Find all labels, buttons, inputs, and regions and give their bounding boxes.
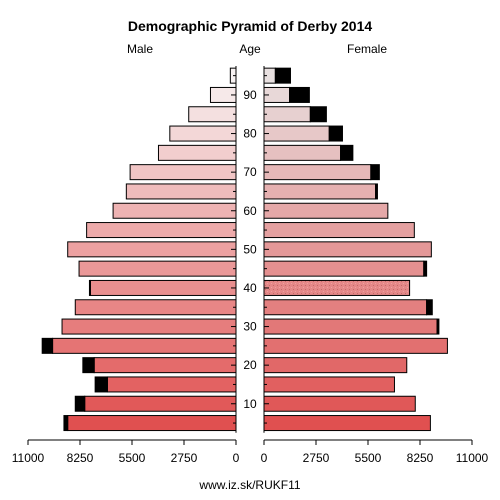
male-bars [41, 67, 237, 432]
age-tick-label-70: 70 [243, 165, 257, 179]
male-label: Male [127, 42, 153, 56]
chart-title: Demographic Pyramid of Derby 2014 [128, 18, 373, 34]
female-excess-40-44 [423, 260, 428, 277]
female-x-tick-label-0: 0 [261, 451, 268, 465]
male-bar-60-64 [125, 183, 237, 200]
female-excess-85-89 [289, 86, 310, 103]
age-label: Age [239, 42, 261, 56]
female-bar-35-39 [263, 279, 411, 296]
female-bars [263, 67, 448, 432]
male-bar-15-19 [93, 357, 237, 374]
female-bar-5-9 [263, 395, 416, 412]
male-excess-0-4 [63, 415, 69, 432]
female-excess-80-84 [309, 106, 327, 123]
male-excess-5-9 [74, 395, 86, 412]
age-tick-label-30: 30 [243, 320, 257, 334]
age-tick-label-40: 40 [243, 281, 257, 295]
female-x-tick-label-1: 2750 [303, 451, 330, 465]
female-bar-60-64 [263, 183, 377, 200]
female-bar-25-29 [263, 318, 438, 335]
age-axis: 10 20 30 40 50 60 70 80 90 [231, 66, 269, 433]
male-bar-65-69 [129, 164, 237, 181]
age-tick-label-90: 90 [243, 88, 257, 102]
male-bar-35-39 [89, 279, 237, 296]
female-excess-90+ [274, 67, 291, 84]
male-excess-10-14 [94, 376, 108, 393]
male-bar-75-79 [169, 125, 237, 142]
female-bar-50-54 [263, 222, 415, 239]
female-excess-70-74 [340, 144, 354, 161]
female-bar-0-4 [263, 415, 431, 432]
female-bar-10-14 [263, 376, 395, 393]
female-x-tick-label-3: 8250 [407, 451, 434, 465]
male-excess-20-24 [41, 337, 54, 354]
male-bar-10-14 [106, 376, 237, 393]
female-bar-80-84 [263, 106, 311, 123]
female-label: Female [347, 42, 387, 56]
male-x-tick-label-1: 8250 [67, 451, 94, 465]
female-bar-40-44 [263, 260, 425, 277]
source-footer: www.iz.sk/RUKF11 [198, 478, 300, 492]
female-bar-30-34 [263, 299, 428, 316]
male-bar-25-29 [61, 318, 237, 335]
female-bar-20-24 [263, 337, 448, 354]
age-tick-label-10: 10 [243, 397, 257, 411]
male-bar-50-54 [86, 222, 237, 239]
x-axes: 11000 8250 5500 2750 0 0 2750 5500 8250 11000 [12, 439, 489, 465]
female-excess-65-69 [370, 164, 380, 181]
age-tick-label-80: 80 [243, 127, 257, 141]
male-excess-15-19 [82, 357, 95, 374]
female-bar-55-59 [263, 202, 389, 219]
male-bar-55-59 [112, 202, 237, 219]
female-excess-25-29 [436, 318, 440, 335]
male-bar-40-44 [78, 260, 237, 277]
male-bar-70-74 [157, 144, 237, 161]
female-bar-15-19 [263, 357, 408, 374]
female-excess-75-79 [328, 125, 343, 142]
male-x-tick-label-3: 2750 [171, 451, 198, 465]
female-bar-45-49 [263, 241, 432, 258]
male-bar-80-84 [188, 106, 237, 123]
male-excess-35-39 [88, 279, 91, 296]
male-bar-0-4 [67, 415, 237, 432]
male-bar-30-34 [74, 299, 237, 316]
age-tick-label-60: 60 [243, 204, 257, 218]
female-excess-60-64 [375, 183, 378, 200]
age-tick-label-50: 50 [243, 242, 257, 256]
male-bar-20-24 [52, 337, 237, 354]
female-x-tick-label-2: 5500 [355, 451, 382, 465]
female-bar-75-79 [263, 125, 330, 142]
female-x-tick-label-4: 11000 [456, 451, 489, 465]
female-bar-65-69 [263, 164, 372, 181]
male-x-tick-label-0: 11000 [12, 451, 45, 465]
age-tick-label-20: 20 [243, 358, 257, 372]
male-bar-5-9 [84, 395, 237, 412]
male-x-tick-label-2: 5500 [119, 451, 146, 465]
female-bar-70-74 [263, 144, 342, 161]
male-x-tick-label-4: 0 [233, 451, 240, 465]
female-excess-30-34 [426, 299, 433, 316]
male-bar-45-49 [67, 241, 237, 258]
